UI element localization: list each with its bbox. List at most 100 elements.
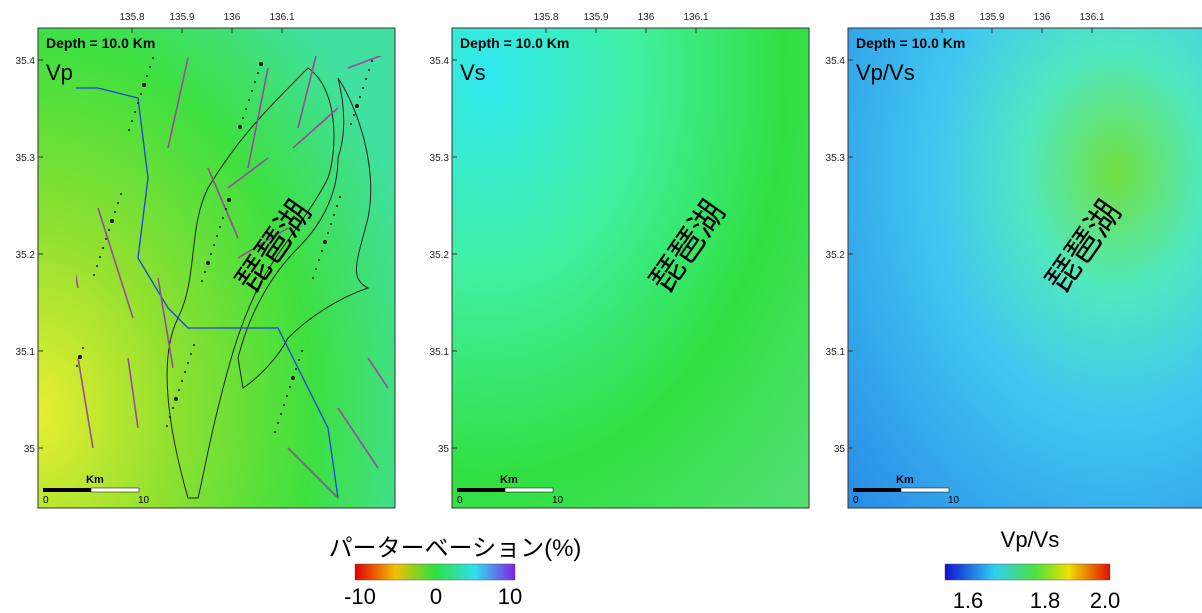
epicenter [242,117,244,119]
lon-tick-label: 136 [638,12,655,23]
epicenter [330,223,332,225]
legend-label: 2.0 [1090,588,1121,613]
epicenter [251,90,253,92]
fault [367,357,389,389]
fault [297,56,317,129]
epicenter [298,359,300,361]
epicenter [105,238,107,240]
scale-end: 10 [948,495,960,506]
epicenter [315,268,317,270]
epicenter [216,235,218,237]
epicenter [174,397,178,401]
legend-title: Vp/Vs [1001,527,1060,552]
scale-start: 0 [457,495,463,506]
scale-bar-white [900,487,950,493]
epicenter [323,240,327,244]
epicenter [248,99,250,101]
lat-tick-label: 35.4 [430,56,450,67]
lat-tick-label: 35.4 [16,56,36,67]
epicenter [190,353,192,355]
epicenter [333,214,335,216]
epicenter [178,389,180,391]
epicenter [146,75,148,77]
epicenter [128,129,130,131]
epicenter [327,232,329,234]
lon-tick-label: 135.9 [169,12,194,23]
epicenter [193,344,195,346]
epicenter [219,226,221,228]
scale-start: 0 [43,495,49,506]
lat-tick-label: 35.3 [16,153,36,164]
legend-label: 0 [430,584,442,609]
epicenter [368,69,370,71]
epicenter [371,60,373,62]
scale-bar-black [43,488,91,492]
frame [451,27,810,509]
lon-tick-label: 136 [224,12,241,23]
lon-tick-label: 135.8 [119,12,144,23]
legend-label: 1.8 [1030,588,1061,613]
epicenter [277,422,279,424]
legends: パーターベーション(%) -10 0 10 Vp/Vs 1.6 1.8 2.0 [329,527,1121,613]
epicenter [76,365,78,367]
lon-tick-label: 136.1 [1079,12,1104,23]
lon-tick-label: 135.9 [979,12,1004,23]
lat-tick-label: 35.1 [826,347,846,358]
scale-bar-white [504,487,554,493]
scale-unit: Km [86,474,104,486]
frame [847,27,1202,509]
epicenter [99,256,101,258]
scale-unit: Km [500,474,518,486]
epicenter [350,123,352,125]
epicenter [181,380,183,382]
lon-tick-label: 135.8 [929,12,954,23]
epicenter [96,265,98,267]
scale-unit: Km [896,474,914,486]
epicenter [131,120,133,122]
fault [207,167,239,239]
fault [337,407,379,469]
scale-bar-white [90,487,140,493]
tomography [452,28,809,508]
epicenter [213,244,215,246]
lat-tick-label: 35.3 [430,153,450,164]
fault [247,67,269,169]
lon-tick-label: 136 [1034,12,1051,23]
lake-outline [237,77,372,389]
fault [167,57,189,149]
epicenter [359,96,361,98]
lon-tick-label: 135.9 [583,12,608,23]
epicenter [283,404,285,406]
epicenter [134,111,136,113]
lat-tick-label: 35 [24,444,36,455]
fault [77,357,94,449]
epicenter [108,229,110,231]
legend-label: -10 [344,584,376,609]
epicenter [140,93,142,95]
depth-label: Depth = 10.0 Km [46,35,155,51]
epicenter [318,259,320,261]
legend-label: 1.6 [953,588,984,613]
epicenter [339,196,341,198]
epicenter [114,211,116,213]
map-panel: 135.8 135.9 136 136.1 35.4 35.3 35.2 35.1 35 Dept… [826,12,1202,509]
epicenter [206,261,210,265]
tomography [848,28,1202,508]
epicenter [120,193,122,195]
epicenter [312,277,314,279]
epicenter [291,376,295,380]
scale-start: 0 [853,495,859,506]
epicenter [201,280,203,282]
lat-tick-label: 35.1 [16,347,36,358]
epicenter [172,407,174,409]
map-panel: 135.8 135.9 136 136.1 35.4 35.3 35.2 35.1 35 Dept… [16,12,396,509]
epicenter [254,81,256,83]
epicenter [149,66,151,68]
fault [127,357,139,429]
lat-tick-label: 35 [438,444,450,455]
epicenter [187,362,189,364]
scale-bar-black [853,488,901,492]
fault [227,157,269,189]
fault [292,107,339,149]
